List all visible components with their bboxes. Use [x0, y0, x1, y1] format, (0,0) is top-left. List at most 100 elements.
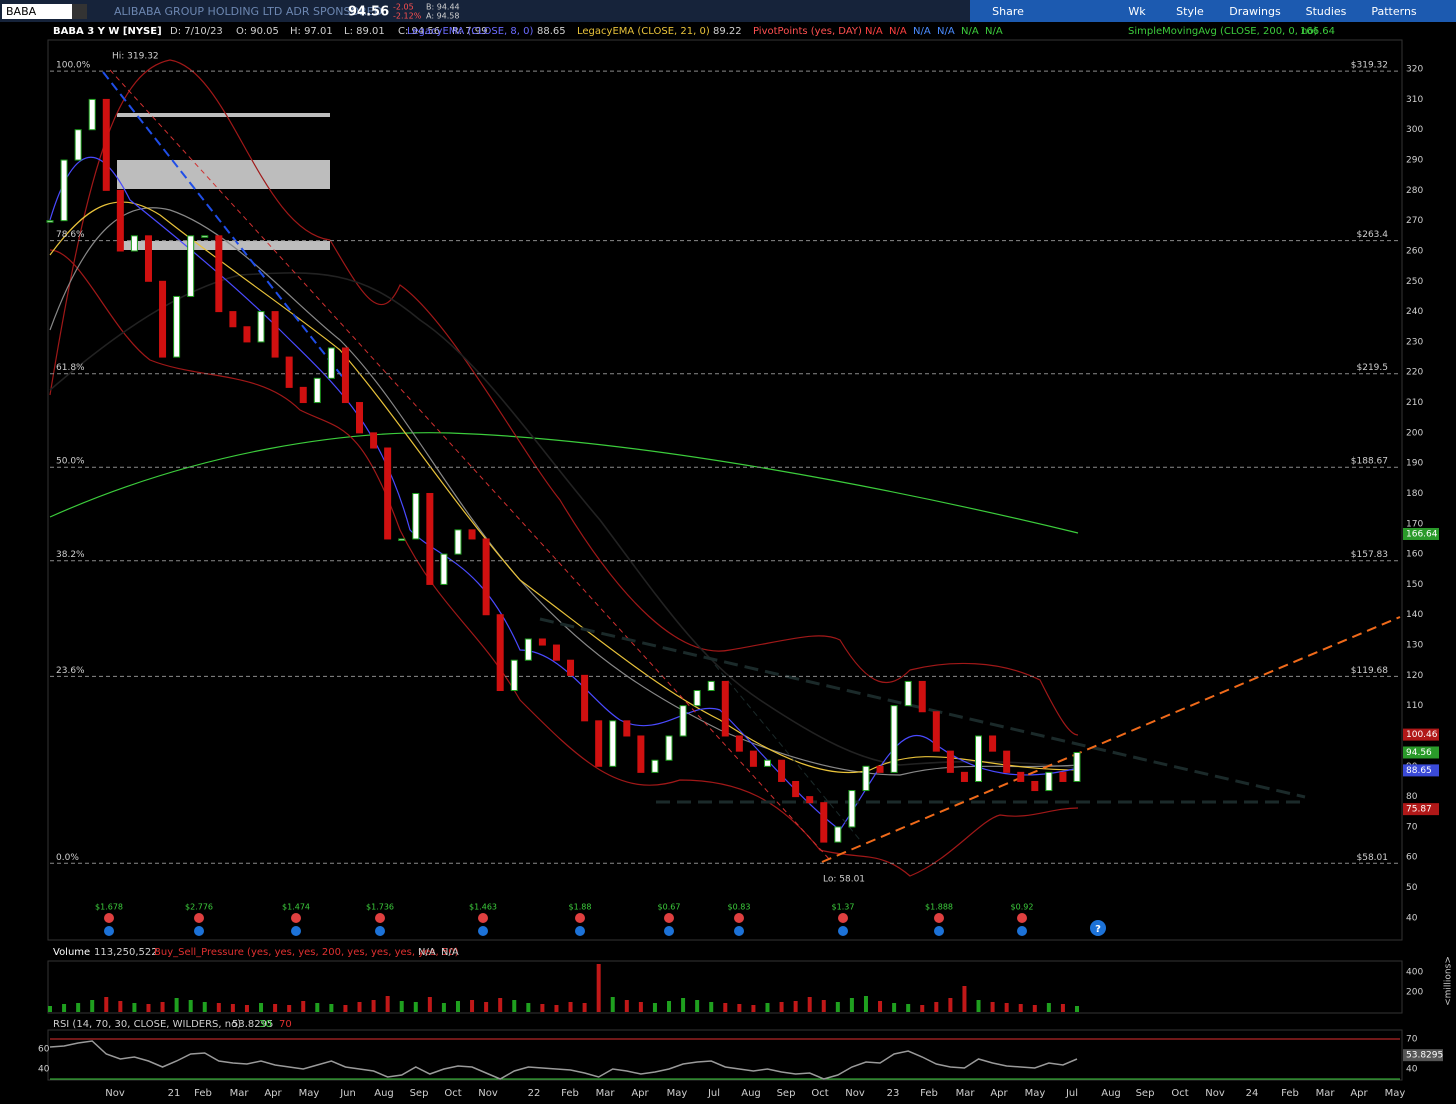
candle [975, 735, 983, 782]
candle [187, 235, 195, 297]
candle [1003, 750, 1011, 773]
volume-bar [709, 1002, 714, 1012]
symbol-box[interactable] [2, 4, 87, 19]
event-label: $1.888 [925, 903, 953, 912]
dividend-icon[interactable] [575, 926, 585, 936]
rsi-tag [1403, 1049, 1443, 1062]
dividend-icon[interactable] [838, 926, 848, 936]
price-tag-label: 100.46 [1406, 730, 1438, 740]
date-label: Jul [1065, 1088, 1078, 1099]
toolbar-button[interactable]: Wk [1128, 5, 1146, 18]
volume-bar [329, 1004, 334, 1012]
zone [117, 160, 330, 189]
candle [60, 159, 68, 222]
volume-bar [315, 1003, 320, 1012]
volume-bar [849, 998, 854, 1012]
dividend-icon[interactable] [934, 926, 944, 936]
event-label: $0.67 [658, 903, 681, 912]
candle [989, 735, 997, 752]
volume-bar [455, 1001, 460, 1012]
date-label: Feb [920, 1088, 938, 1099]
date-label: Apr [264, 1088, 282, 1099]
candle [398, 538, 406, 541]
earnings-icon[interactable] [664, 913, 674, 923]
volume-bar [512, 1000, 517, 1012]
drawings [49, 59, 1401, 877]
last-price: 94.56 [348, 5, 389, 20]
earnings-icon[interactable] [375, 913, 385, 923]
volume-bar [470, 1000, 475, 1012]
earnings-icon[interactable] [734, 913, 744, 923]
study-value: N/A [961, 26, 979, 37]
candle [707, 680, 715, 692]
dividend-icon[interactable] [104, 926, 114, 936]
volume-bar [498, 998, 503, 1012]
date-label: Feb [1281, 1088, 1299, 1099]
symbol-dropdown[interactable] [72, 4, 87, 19]
fib-pct: 23.6% [56, 666, 85, 676]
volume-bar [441, 1003, 446, 1012]
hi-label: Hi: 319.32 [112, 52, 159, 62]
volume-bar [737, 1004, 742, 1012]
trend-line [109, 69, 831, 861]
dividend-icon[interactable] [291, 926, 301, 936]
price-tick-label: 220 [1406, 368, 1423, 378]
date-label: May [1025, 1088, 1046, 1099]
date-label: Oct [811, 1088, 828, 1099]
candle [116, 189, 124, 252]
candle [637, 735, 645, 773]
volume-bar [427, 997, 432, 1012]
candle [102, 98, 110, 191]
ask: A: 94.58 [426, 12, 459, 21]
candle [820, 802, 828, 843]
earnings-icon[interactable] [478, 913, 488, 923]
volume-bar [48, 1006, 52, 1012]
candle [1045, 771, 1053, 792]
toolbar-button[interactable]: Studies [1306, 5, 1347, 18]
earnings-icon[interactable] [104, 913, 114, 923]
fib-pct: 0.0% [56, 853, 79, 863]
earnings-icon[interactable] [575, 913, 585, 923]
date-label: Feb [561, 1088, 579, 1099]
price-tag [1403, 764, 1439, 777]
toolbar-button[interactable]: Share [992, 5, 1024, 18]
event-label: $1.474 [282, 903, 310, 912]
dividend-icon[interactable] [375, 926, 385, 936]
candle [285, 356, 293, 388]
help-icon[interactable]: ? [1095, 924, 1101, 935]
toolbar-button[interactable]: Patterns [1371, 5, 1417, 18]
volume-bar [540, 1004, 545, 1012]
dividend-icon[interactable] [194, 926, 204, 936]
dividend-icon[interactable] [1017, 926, 1027, 936]
volume-bar [357, 1002, 362, 1012]
earnings-icon[interactable] [1017, 913, 1027, 923]
candle [510, 659, 518, 692]
volume-bar [287, 1005, 292, 1012]
earnings-icon[interactable] [934, 913, 944, 923]
volume-bar [230, 1004, 235, 1012]
volume-study: Buy_Sell_Pressure (yes, yes, yes, 200, y… [154, 947, 459, 958]
bollinger-upper [49, 59, 1079, 736]
price-tick-label: 70 [1406, 822, 1418, 832]
dividend-icon[interactable] [478, 926, 488, 936]
earnings-icon[interactable] [291, 913, 301, 923]
fib-price: $119.68 [1351, 666, 1388, 676]
dividend-icon[interactable] [664, 926, 674, 936]
candle [468, 529, 476, 540]
symbol[interactable]: BABA [6, 5, 37, 18]
volume-bar [90, 1000, 95, 1012]
candle [1073, 751, 1081, 782]
earnings-icon[interactable] [194, 913, 204, 923]
date-label: Jun [339, 1088, 356, 1099]
study-value: 89.22 [713, 26, 742, 37]
toolbar-button[interactable]: Drawings [1229, 5, 1281, 18]
dividend-icon[interactable] [734, 926, 744, 936]
help-button[interactable] [1090, 920, 1106, 936]
event-label: $1.88 [569, 903, 592, 912]
earnings-icon[interactable] [838, 913, 848, 923]
toolbar-button[interactable]: Style [1176, 5, 1204, 18]
candle [74, 129, 82, 161]
rsi-level: 70 [279, 1019, 292, 1030]
event-label: $1.678 [95, 903, 123, 912]
candle [806, 796, 814, 804]
